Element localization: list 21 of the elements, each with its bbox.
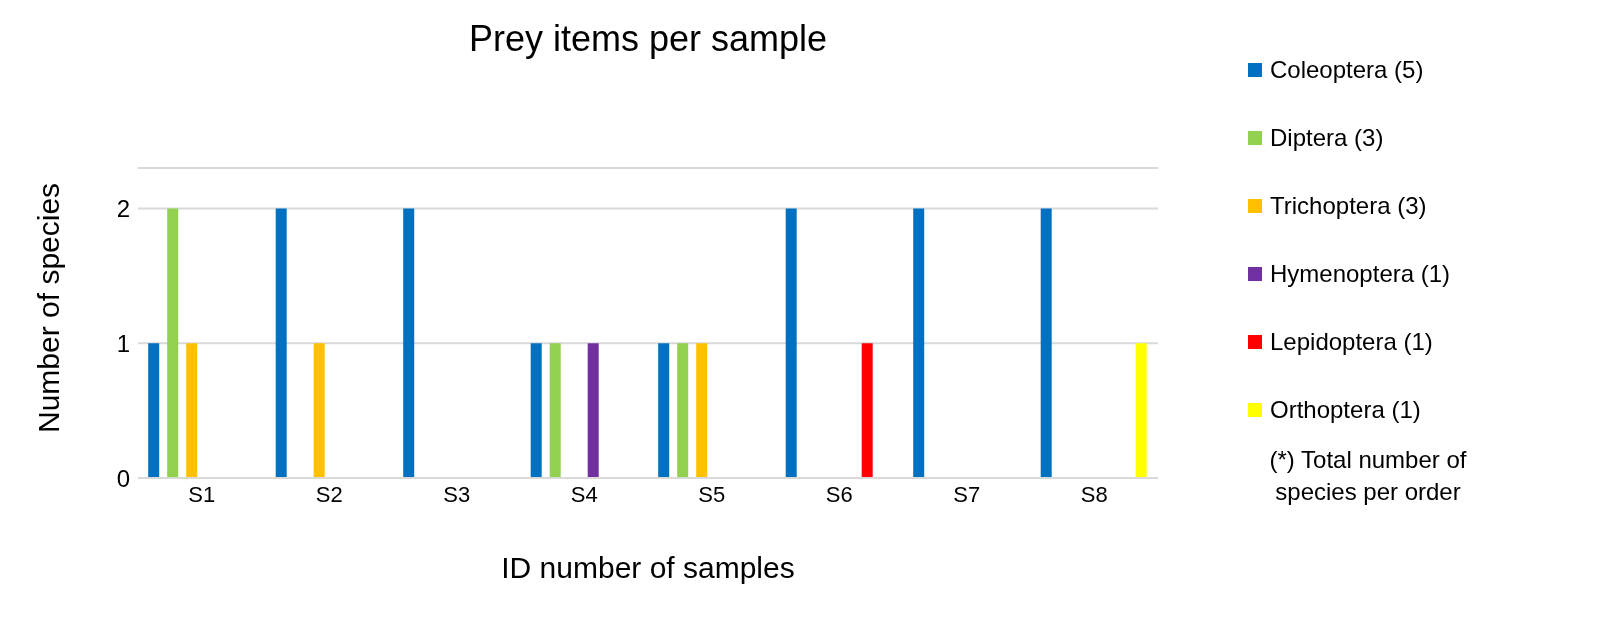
x-tick-label: S3 — [443, 481, 471, 507]
legend-label: Orthoptera (1) — [1270, 396, 1421, 424]
y-tick-label: 2 — [116, 194, 130, 222]
x-tick-label: S4 — [570, 481, 598, 507]
legend-label: Coleoptera (5) — [1270, 56, 1424, 84]
text: (*) Total number of species per order — [1268, 445, 1468, 507]
legend-label: Lepidoptera (1) — [1270, 328, 1433, 356]
x-tick-label: S2 — [315, 481, 343, 507]
chart-title: Prey items per sample — [467, 18, 829, 60]
y-tick-label: 1 — [116, 329, 130, 357]
y-axis-title: Number of species — [31, 182, 65, 433]
x-tick-label: S8 — [1080, 481, 1108, 507]
x-tick-label: S6 — [825, 481, 853, 507]
y-tick-label: 0 — [116, 464, 130, 492]
x-tick-label: S7 — [953, 481, 981, 507]
x-tick-label: S5 — [698, 481, 726, 507]
x-axis-title: ID number of samples — [501, 551, 795, 584]
x-tick-label: S1 — [188, 481, 216, 507]
legend-label: Diptera (3) — [1270, 124, 1384, 152]
legend-label: Trichoptera (3) — [1270, 192, 1427, 220]
legend-label: Hymenoptera (1) — [1270, 260, 1451, 288]
